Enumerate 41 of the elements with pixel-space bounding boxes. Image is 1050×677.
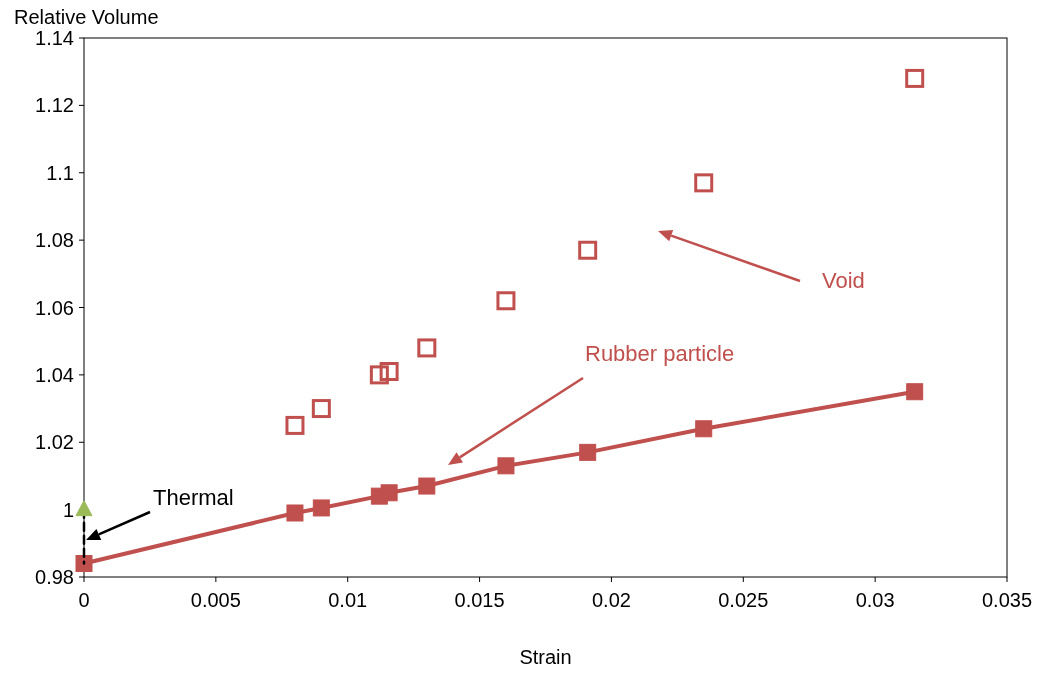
y-tick-label: 0.98 — [35, 566, 74, 588]
x-axis-title: Strain — [519, 646, 572, 668]
x-tick-label: 0.025 — [718, 589, 769, 611]
point — [75, 555, 93, 573]
x-tick-label: 0.005 — [190, 589, 241, 611]
annotation: Void — [822, 268, 865, 293]
y-tick-label: 1.02 — [35, 431, 74, 454]
point — [694, 173, 714, 193]
point — [905, 68, 925, 88]
point — [285, 415, 305, 435]
x-tick-label: 0.02 — [591, 589, 631, 611]
point — [369, 365, 389, 385]
point — [75, 500, 93, 517]
point — [379, 362, 399, 382]
y-tick-label: 1 — [62, 498, 74, 521]
point — [417, 338, 437, 358]
y-axis-title: Relative Volume — [14, 6, 159, 28]
point — [496, 291, 516, 311]
point — [497, 457, 515, 475]
x-tick-label: 0.035 — [981, 589, 1033, 611]
point — [579, 443, 597, 461]
point — [380, 484, 398, 502]
x-tick-label: 0.03 — [855, 589, 895, 611]
y-tick-label: 1.06 — [35, 296, 74, 319]
point — [418, 477, 436, 495]
x-tick-label: 0.015 — [454, 589, 505, 611]
y-tick-label: 1.12 — [35, 94, 74, 117]
y-tick-label: 1.1 — [46, 161, 74, 184]
x-tick-label: 0 — [78, 589, 90, 611]
y-tick-label: 1.08 — [35, 229, 74, 252]
point — [906, 383, 924, 401]
annotation: Thermal — [153, 485, 234, 510]
x-tick-label: 0.01 — [328, 589, 368, 611]
point — [312, 499, 330, 517]
point — [578, 240, 598, 260]
point — [311, 399, 331, 419]
point — [286, 504, 304, 522]
y-tick-label: 1.04 — [35, 363, 74, 386]
annotation: Rubber particle — [585, 341, 735, 366]
point — [695, 420, 713, 438]
y-tick-label: 1.14 — [35, 27, 74, 49]
